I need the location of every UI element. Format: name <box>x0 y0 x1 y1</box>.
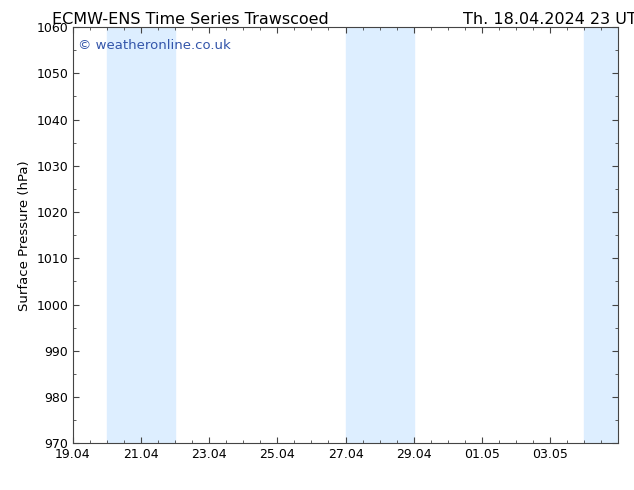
Y-axis label: Surface Pressure (hPa): Surface Pressure (hPa) <box>18 160 30 311</box>
Bar <box>584 27 618 443</box>
Text: © weatheronline.co.uk: © weatheronline.co.uk <box>79 40 231 52</box>
Text: Th. 18.04.2024 23 UTC: Th. 18.04.2024 23 UTC <box>463 12 634 27</box>
Bar <box>107 27 175 443</box>
Bar <box>346 27 413 443</box>
Text: ECMW-ENS Time Series Trawscoed: ECMW-ENS Time Series Trawscoed <box>52 12 328 27</box>
